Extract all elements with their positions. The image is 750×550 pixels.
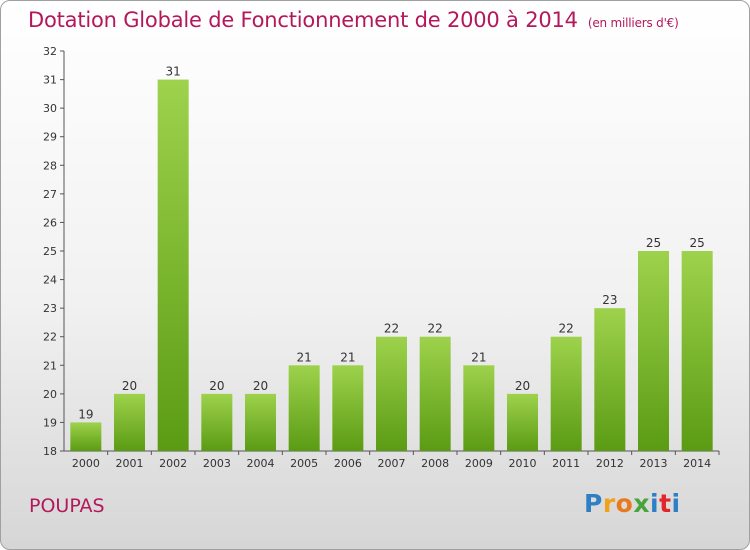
y-tick-label: 28 [43, 159, 57, 172]
bar-value-label: 19 [78, 407, 93, 421]
x-tick-label: 2008 [421, 457, 449, 470]
bar-value-label: 20 [122, 379, 137, 393]
logo-letter: t [659, 489, 672, 518]
bar [157, 79, 189, 452]
bar [201, 393, 233, 451]
y-tick-label: 30 [43, 102, 57, 115]
bar [70, 422, 102, 451]
y-tick-label: 20 [43, 388, 57, 401]
x-tick-label: 2006 [334, 457, 362, 470]
logo-letter: P [584, 489, 603, 518]
bar-value-label: 22 [559, 322, 574, 336]
x-tick-label: 2002 [159, 457, 187, 470]
bar [638, 251, 669, 451]
commune-name: POUPAS [29, 495, 105, 517]
bar-value-label: 20 [209, 379, 224, 393]
x-tick-label: 2014 [683, 457, 711, 470]
bar [594, 308, 626, 451]
x-tick-label: 2003 [203, 457, 231, 470]
logo-letter: x [633, 489, 650, 518]
bar [288, 365, 320, 451]
bar [419, 336, 451, 451]
bar-value-label: 23 [602, 293, 617, 307]
x-tick-label: 2004 [247, 457, 275, 470]
bar-value-label: 20 [515, 379, 530, 393]
logo-letter: o [615, 489, 634, 518]
y-tick-label: 27 [43, 188, 57, 201]
bar [114, 393, 145, 451]
bar-value-label: 22 [384, 322, 399, 336]
x-tick-label: 2000 [72, 457, 100, 470]
y-tick-label: 25 [43, 245, 57, 258]
x-tick-label: 2005 [290, 457, 318, 470]
y-tick-label: 29 [43, 131, 57, 144]
bar-value-label: 21 [297, 350, 312, 364]
bar-value-label: 31 [166, 65, 181, 79]
y-tick-label: 22 [43, 331, 57, 344]
bar-value-label: 21 [471, 350, 486, 364]
bar-value-label: 25 [690, 236, 705, 250]
logo-letter: i [671, 489, 681, 518]
x-tick-label: 2013 [640, 457, 668, 470]
x-tick-label: 2010 [509, 457, 537, 470]
chart-unit-label: (en milliers d'€) [587, 16, 679, 30]
bar [507, 393, 538, 451]
bar [376, 336, 407, 451]
logo-letter: r [602, 489, 616, 518]
y-tick-label: 24 [43, 274, 57, 287]
bar-value-label: 20 [253, 379, 268, 393]
bar [463, 365, 495, 451]
bar-value-label: 25 [646, 236, 661, 250]
logo-letter: i [650, 489, 660, 518]
bar [332, 365, 364, 451]
y-tick-label: 26 [43, 216, 57, 229]
y-tick-label: 31 [43, 74, 57, 87]
x-tick-label: 2001 [116, 457, 144, 470]
bar-value-label: 22 [428, 322, 443, 336]
y-tick-label: 21 [43, 359, 57, 372]
chart-title: Dotation Globale de Fonctionnement de 20… [28, 8, 679, 32]
bar [681, 251, 713, 451]
y-tick-label: 32 [43, 45, 57, 58]
y-tick-label: 23 [43, 302, 57, 315]
bar-value-label: 21 [340, 350, 355, 364]
x-tick-label: 2009 [465, 457, 493, 470]
x-tick-label: 2012 [596, 457, 624, 470]
bar [550, 336, 582, 451]
y-tick-label: 19 [43, 416, 57, 429]
y-tick-label: 18 [43, 445, 57, 458]
x-tick-label: 2007 [378, 457, 406, 470]
proxiti-logo[interactable]: Proxiti [584, 489, 681, 518]
x-tick-label: 2011 [552, 457, 580, 470]
bar [245, 393, 276, 451]
